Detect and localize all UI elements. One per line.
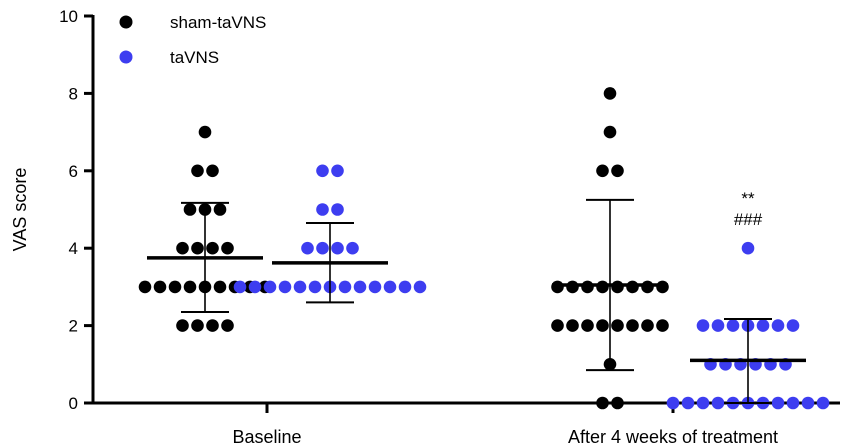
data-point bbox=[248, 280, 262, 294]
y-tick-label: 0 bbox=[69, 394, 78, 413]
data-point bbox=[641, 319, 654, 332]
data-point bbox=[221, 241, 234, 255]
mean-sd-bars bbox=[147, 198, 806, 404]
data-point bbox=[213, 280, 227, 294]
data-point bbox=[206, 241, 219, 255]
data-point bbox=[581, 280, 594, 294]
data-point bbox=[666, 396, 680, 410]
data-point bbox=[596, 396, 609, 410]
data-point bbox=[206, 319, 219, 332]
axes: 0 2 4 6 8 10 Baseline After 4 weeks of treatmen… bbox=[10, 7, 840, 447]
data-point bbox=[316, 241, 329, 255]
data-point bbox=[198, 125, 212, 139]
y-axis-title: VAS score bbox=[10, 168, 30, 252]
data-point bbox=[221, 319, 234, 332]
data-point bbox=[316, 164, 329, 178]
y-tick-label: 4 bbox=[69, 239, 78, 258]
data-point bbox=[696, 396, 710, 410]
data-point bbox=[551, 319, 564, 332]
data-point bbox=[626, 319, 639, 332]
data-point bbox=[176, 319, 189, 332]
data-point bbox=[301, 241, 314, 255]
data-point bbox=[346, 241, 359, 255]
data-point bbox=[213, 203, 227, 216]
data-point bbox=[278, 280, 292, 294]
data-point bbox=[741, 241, 755, 255]
data-point bbox=[711, 396, 725, 410]
data-point bbox=[611, 396, 624, 410]
data-point bbox=[641, 280, 654, 294]
y-tick-label: 10 bbox=[59, 7, 78, 26]
data-point bbox=[293, 280, 307, 294]
data-point bbox=[263, 280, 277, 294]
data-point bbox=[801, 396, 815, 410]
legend-label: sham-taVNS bbox=[170, 13, 266, 32]
x-category-label: Baseline bbox=[232, 427, 301, 447]
annotations: ** ### bbox=[734, 189, 763, 229]
data-point bbox=[816, 396, 830, 410]
data-point bbox=[398, 280, 412, 294]
significance-annotation: ### bbox=[734, 210, 763, 229]
data-point bbox=[191, 241, 204, 255]
data-point bbox=[183, 203, 197, 216]
data-point bbox=[368, 280, 382, 294]
data-point bbox=[168, 280, 182, 294]
data-point bbox=[681, 396, 695, 410]
data-point bbox=[206, 164, 219, 178]
data-point bbox=[726, 319, 740, 332]
x-category-label: After 4 weeks of treatment bbox=[568, 427, 778, 447]
data-point bbox=[656, 280, 669, 294]
data-point bbox=[566, 319, 579, 332]
data-point bbox=[626, 280, 639, 294]
data-point bbox=[353, 280, 367, 294]
data-point bbox=[233, 280, 247, 294]
data-point bbox=[771, 319, 785, 332]
data-point bbox=[331, 241, 344, 255]
data-point bbox=[611, 280, 624, 294]
data-point bbox=[786, 319, 800, 332]
legend-label: taVNS bbox=[170, 48, 219, 67]
legend-marker bbox=[119, 50, 133, 64]
data-point bbox=[566, 280, 579, 294]
data-point bbox=[756, 319, 770, 332]
y-tick-label: 8 bbox=[69, 84, 78, 103]
y-tick-label: 2 bbox=[69, 317, 78, 336]
data-point bbox=[551, 280, 564, 294]
data-point bbox=[338, 280, 352, 294]
data-point bbox=[656, 319, 669, 332]
data-point bbox=[331, 164, 344, 178]
data-point bbox=[413, 280, 427, 294]
data-point bbox=[596, 164, 609, 178]
data-point bbox=[138, 280, 152, 294]
data-point bbox=[611, 319, 624, 332]
data-point bbox=[191, 164, 204, 178]
data-point bbox=[308, 280, 322, 294]
data-point bbox=[696, 319, 710, 332]
data-point bbox=[611, 164, 624, 178]
data-point bbox=[183, 280, 197, 294]
data-point bbox=[711, 319, 725, 332]
data-point bbox=[316, 203, 329, 216]
data-point bbox=[603, 125, 617, 139]
data-point bbox=[383, 280, 397, 294]
legend: sham-taVNS taVNS bbox=[119, 13, 266, 67]
data-point bbox=[786, 396, 800, 410]
data-point bbox=[191, 319, 204, 332]
data-point bbox=[596, 319, 609, 332]
significance-annotation: ** bbox=[741, 189, 755, 208]
data-point bbox=[176, 241, 189, 255]
y-tick-label: 6 bbox=[69, 162, 78, 181]
legend-marker bbox=[119, 15, 133, 29]
data-point bbox=[153, 280, 167, 294]
data-point bbox=[771, 396, 785, 410]
data-point bbox=[603, 87, 617, 100]
data-point bbox=[331, 203, 344, 216]
data-point bbox=[581, 319, 594, 332]
data-point bbox=[596, 280, 609, 294]
